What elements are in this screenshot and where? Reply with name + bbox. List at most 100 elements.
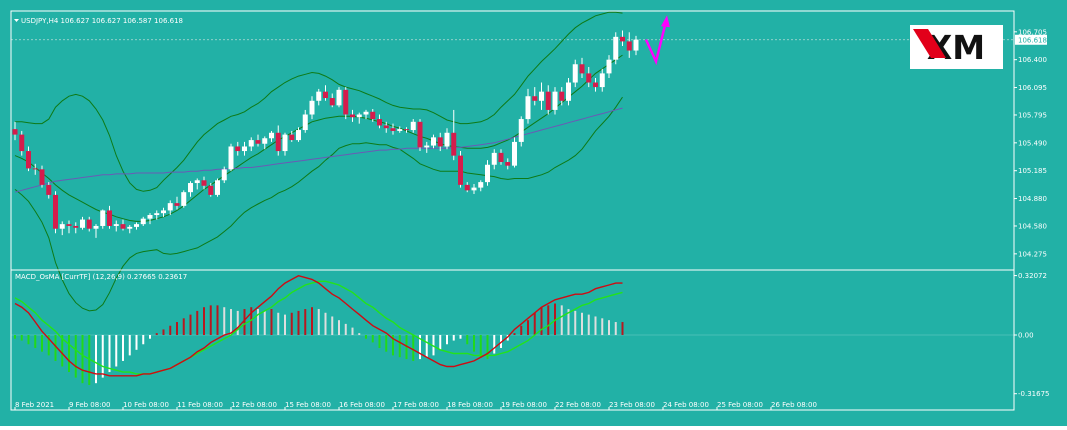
candle-body [167,203,173,211]
candle-body [140,218,146,225]
candle [417,119,423,152]
candle [289,130,295,142]
candle [471,183,477,194]
candle-body [80,219,85,228]
candle-body [134,224,139,227]
title-dropdown-icon [14,19,19,22]
candle-body [525,96,531,120]
candle-body [161,210,166,214]
candle-body [417,121,423,148]
candle [464,182,470,193]
candle-body [228,146,234,170]
candle [127,225,133,234]
time-tick-label: 10 Feb 08:00 [123,401,169,409]
candle-body [323,91,328,99]
candle-body [545,91,551,110]
candle-body [620,36,625,42]
candle [107,205,112,229]
candle [626,32,632,58]
macd-title: MACD_OsMA [CurrTF] (12,26,9) 0.27665 0.2… [15,273,187,281]
candle [309,96,315,120]
price-tick-label: 106.095 [1018,84,1047,92]
candle [532,87,538,106]
candle-body [424,145,430,148]
macd-tick-label: -0.31675 [1018,390,1049,398]
chart-frame [10,10,1015,411]
time-tick-label: 8 Feb 2021 [15,401,54,409]
candle [316,88,322,106]
candle [539,82,544,110]
candle [545,85,551,115]
price-tick-label: 104.880 [1018,195,1047,203]
candle-body [248,140,254,147]
arrow-head [661,15,670,28]
candle [377,114,382,129]
candle [329,93,335,108]
candle-body [242,146,247,152]
current-price-label: 106.618 [1018,36,1047,44]
macd-tick-label: 0.00 [1018,332,1034,340]
axes: 106.705 106.400 106.095 105.795 105.490 105.1… [10,10,1049,411]
candle-body [397,129,403,131]
candle [242,141,247,156]
candle [221,166,227,184]
candle-body [626,41,632,51]
candle-body [221,169,227,181]
candle-body [154,213,160,216]
candle [73,222,79,234]
candle-body [19,134,25,152]
candle-body [208,185,214,195]
candle [437,132,443,152]
time-tick-label: 16 Feb 08:00 [339,401,385,409]
candle-body [471,187,477,191]
candle [19,130,25,156]
candle [370,109,376,122]
candle-body [282,134,288,152]
xm-logo: XM [910,25,1003,69]
candle [444,128,450,150]
candle [302,109,308,133]
candle-body [377,119,382,126]
candle [572,59,578,88]
candle-body [302,114,308,131]
candle-body [120,224,126,229]
candle [12,121,18,141]
candle [147,213,153,225]
candle [181,190,187,208]
candle-body [485,164,490,183]
candle [498,149,504,165]
candle-body [559,91,565,101]
candle-body [633,39,639,51]
time-tick-label: 26 Feb 08:00 [771,401,817,409]
candle-body [269,132,274,139]
candle [275,125,281,156]
candle [491,149,497,170]
bollinger-upper-line [15,11,623,192]
candle-body [174,203,180,206]
candle [80,216,85,230]
candle [282,132,288,156]
candle [208,183,214,197]
candle-body [147,215,153,219]
candle [458,151,463,188]
candle-body [201,180,207,186]
time-tick-label: 24 Feb 08:00 [663,401,709,409]
current-price-badge [1015,34,1047,45]
candle-body [188,183,193,193]
candle [593,77,598,92]
candle-body [93,225,99,229]
candle [154,210,160,220]
time-tick-label: 12 Feb 08:00 [231,401,277,409]
candle [336,87,342,108]
time-tick-label: 9 Feb 08:00 [69,401,110,409]
candle-body [329,98,335,106]
candle-body [275,132,281,152]
candle-body [363,111,369,115]
candle-body [593,82,598,88]
candle [606,55,612,78]
candle [552,87,558,115]
price-tick-label: 105.490 [1018,139,1047,147]
candle-body [296,130,301,141]
candle [512,137,517,168]
candle [485,160,490,186]
